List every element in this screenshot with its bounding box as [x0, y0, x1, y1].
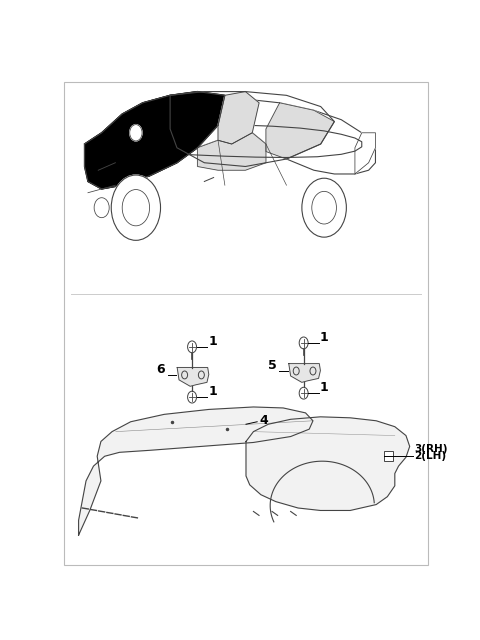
Circle shape: [310, 367, 316, 375]
Polygon shape: [355, 132, 375, 174]
Polygon shape: [289, 364, 321, 382]
Circle shape: [111, 175, 160, 241]
Text: 1: 1: [320, 331, 329, 344]
Circle shape: [299, 387, 308, 399]
Circle shape: [188, 391, 196, 403]
Circle shape: [94, 198, 109, 218]
Text: 1: 1: [208, 385, 217, 398]
Text: 3(RH): 3(RH): [414, 444, 448, 454]
Text: 5: 5: [268, 359, 277, 372]
Circle shape: [293, 367, 299, 375]
Polygon shape: [170, 92, 335, 166]
Polygon shape: [197, 132, 266, 170]
Polygon shape: [246, 417, 410, 511]
Polygon shape: [84, 92, 225, 189]
Circle shape: [181, 371, 188, 379]
Polygon shape: [266, 103, 335, 159]
Polygon shape: [218, 92, 259, 144]
Text: 4: 4: [259, 414, 268, 428]
Circle shape: [188, 341, 196, 353]
FancyBboxPatch shape: [384, 451, 393, 461]
Text: 1: 1: [320, 381, 329, 394]
Text: 6: 6: [156, 363, 165, 376]
Circle shape: [302, 178, 347, 237]
Circle shape: [198, 371, 204, 379]
Circle shape: [299, 337, 308, 349]
Polygon shape: [177, 367, 209, 387]
Polygon shape: [112, 124, 362, 157]
Polygon shape: [79, 407, 313, 535]
Text: 1: 1: [208, 335, 217, 348]
Polygon shape: [84, 92, 375, 189]
Text: 2(LH): 2(LH): [414, 451, 446, 461]
Circle shape: [130, 125, 142, 141]
